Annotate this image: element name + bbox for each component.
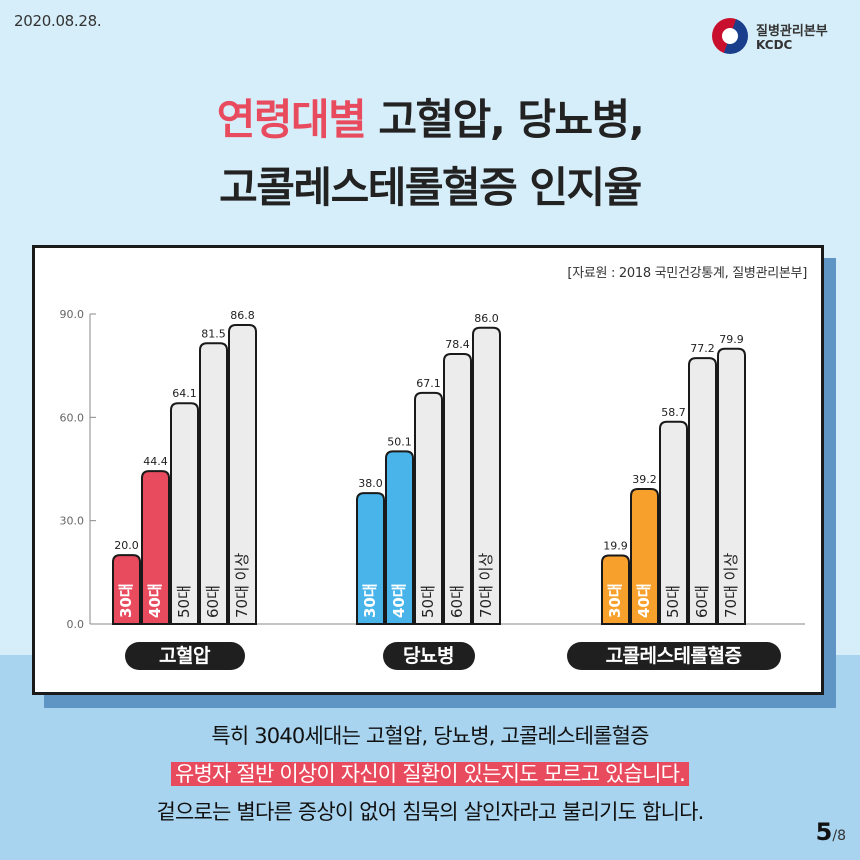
- y-tick-label: 30.0: [60, 515, 85, 528]
- bar-value-label: 86.8: [230, 309, 255, 322]
- bar-age-label: 30대: [117, 583, 135, 618]
- bar-age-label: 70대 이상: [722, 553, 740, 618]
- bar: [472, 326, 501, 625]
- bar: [414, 391, 443, 625]
- bar-age-label: 50대: [419, 585, 437, 618]
- bar-value-label: 81.5: [201, 327, 226, 340]
- bar: [199, 342, 228, 625]
- bar: [356, 492, 385, 625]
- logo-org-en: KCDC: [756, 38, 793, 52]
- bar-age-label: 30대: [606, 583, 624, 618]
- bar-chart: 0.0 30.0 60.0 90.0 20.0 30대 44.4 40대 64.1 50대 81.5…: [60, 308, 805, 631]
- body-line1: 특히 3040세대는 고혈압, 당뇨병, 고콜레스테롤혈증: [211, 724, 649, 748]
- bar-age-label: 30대: [361, 583, 379, 618]
- bar: [141, 470, 170, 625]
- bar-age-label: 40대: [146, 583, 164, 618]
- y-tick-label: 90.0: [60, 308, 85, 321]
- source-note: [자료원 : 2018 국민건강통계, 질병관리본부]: [567, 266, 807, 281]
- bar: [717, 347, 746, 625]
- bar-value-label: 50.1: [387, 435, 412, 448]
- bar-value-label: 58.7: [661, 406, 686, 419]
- bar-value-label: 86.0: [474, 312, 499, 325]
- bar-age-label: 50대: [664, 585, 682, 618]
- bar: [601, 554, 630, 625]
- bar-age-label: 60대: [693, 585, 711, 618]
- bar-value-label: 79.9: [719, 333, 744, 346]
- bar-value-label: 67.1: [416, 377, 441, 390]
- body-line2-highlight: 유병자 절반 이상이 자신이 질환이 있는지도 모르고 있습니다.: [170, 762, 689, 786]
- bar-age-label: 60대: [448, 585, 466, 618]
- page-title-line1: 연령대별 고혈압, 당뇨병,: [0, 92, 860, 148]
- bar-age-label: 50대: [175, 585, 193, 618]
- title-line1-rest: 고혈압, 당뇨병,: [365, 95, 644, 144]
- bar-value-label: 44.4: [143, 455, 168, 468]
- chart-panel: [자료원 : 2018 국민건강통계, 질병관리본부] 0.0 30.0 60.0 9…: [32, 245, 824, 695]
- page-title-line2: 고콜레스테롤혈증 인지율: [219, 163, 642, 212]
- bar-value-label: 19.9: [603, 539, 628, 552]
- logo-org-kr: 질병관리본부: [756, 24, 828, 39]
- y-tick-label: 0.0: [67, 618, 85, 631]
- bar-value-label: 38.0: [358, 477, 383, 490]
- bar: [443, 352, 472, 625]
- bar: [659, 420, 688, 625]
- category-label: 고혈압: [124, 642, 245, 670]
- bar-age-label: 70대 이상: [477, 553, 495, 618]
- bar: [630, 487, 659, 625]
- bar-value-label: 39.2: [632, 473, 657, 486]
- bar: [688, 357, 717, 625]
- category-label: 당뇨병: [382, 642, 475, 670]
- date-label: 2020.08.28.: [14, 12, 102, 30]
- bar-age-label: 40대: [390, 583, 408, 618]
- page-current: 5: [815, 818, 833, 846]
- kcdc-logo: 질병관리본부 KCDC: [712, 18, 842, 58]
- bar-value-label: 77.2: [690, 342, 715, 355]
- body-line2: 유병자 절반 이상이 자신이 질환이 있는지도 모르고 있습니다.: [0, 758, 860, 788]
- bar: [385, 450, 414, 625]
- bar-value-label: 20.0: [114, 539, 139, 552]
- body-line3: 겉으로는 별다른 증상이 없어 침묵의 살인자라고 불리기도 합니다.: [156, 800, 704, 824]
- y-tick-label: 60.0: [60, 411, 85, 424]
- bar: [112, 554, 141, 625]
- bar-age-label: 60대: [204, 585, 222, 618]
- bar-age-label: 70대 이상: [233, 553, 251, 618]
- bar: [170, 402, 199, 625]
- category-label: 고콜레스테롤혈증: [566, 642, 781, 670]
- taegeuk-logo-icon: [712, 18, 748, 54]
- title-highlight: 연령대별: [216, 95, 367, 144]
- bar-age-label: 40대: [635, 583, 653, 618]
- bar: [228, 324, 257, 625]
- bar-value-label: 78.4: [445, 338, 470, 351]
- bar-value-label: 64.1: [172, 387, 197, 400]
- page-total: /8: [832, 828, 846, 844]
- page-indicator: 5/8: [816, 818, 846, 846]
